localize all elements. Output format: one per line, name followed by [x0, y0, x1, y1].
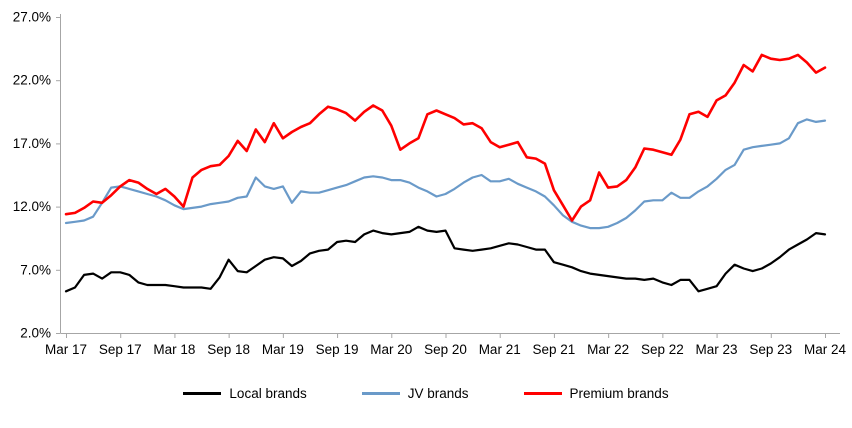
y-tick-label: 17.0% — [13, 136, 51, 151]
x-tick-label: Mar 24 — [804, 342, 847, 357]
x-tick-label: Sep 17 — [99, 342, 142, 357]
legend-item-local-brands: Local brands — [183, 386, 307, 401]
legend-item-jv-brands: JV brands — [361, 386, 469, 401]
x-tick-label: Mar 20 — [370, 342, 412, 357]
legend-item-premium-brands: Premium brands — [523, 386, 669, 401]
x-tick-label: Mar 21 — [479, 342, 521, 357]
x-tick-label: Sep 22 — [641, 342, 684, 357]
legend-line-swatch-premium-brands — [523, 392, 562, 395]
y-tick-label: 2.0% — [20, 326, 51, 341]
axes — [56, 14, 840, 338]
y-tick-label: 27.0% — [13, 10, 51, 25]
x-tick-label: Mar 23 — [696, 342, 738, 357]
line-chart-plot-area: 2.0% 7.0% 12.0% 17.0% 22.0% 27.0% Mar 17 Sep 17… — [13, 10, 847, 358]
y-tick-label: 12.0% — [13, 199, 51, 214]
y-tick-label: 22.0% — [13, 73, 51, 88]
x-tick-label: Mar 22 — [587, 342, 629, 357]
series-line-local-brands — [64, 225, 827, 293]
legend-line-swatch-jv-brands — [361, 392, 400, 395]
x-tick-label: Mar 19 — [262, 342, 304, 357]
x-tick-label: Sep 20 — [424, 342, 467, 357]
y-tick-label: 7.0% — [20, 262, 51, 277]
legend-line-swatch-local-brands — [183, 392, 222, 395]
x-tick-label: Sep 19 — [316, 342, 359, 357]
x-tick-label: Sep 21 — [533, 342, 576, 357]
legend-label-jv-brands: JV brands — [407, 386, 469, 401]
series-line-jv-brands — [64, 118, 827, 230]
legend-label-premium-brands: Premium brands — [569, 386, 669, 401]
series-line-premium-brands — [64, 53, 827, 222]
x-tick-label: Sep 23 — [749, 342, 792, 357]
x-tick-label: Mar 18 — [153, 342, 195, 357]
chart-legend: Local brands JV brands Premium brands — [0, 386, 852, 401]
x-tick-label: Sep 18 — [207, 342, 250, 357]
x-tick-label: Mar 17 — [45, 342, 87, 357]
legend-label-local-brands: Local brands — [229, 386, 307, 401]
